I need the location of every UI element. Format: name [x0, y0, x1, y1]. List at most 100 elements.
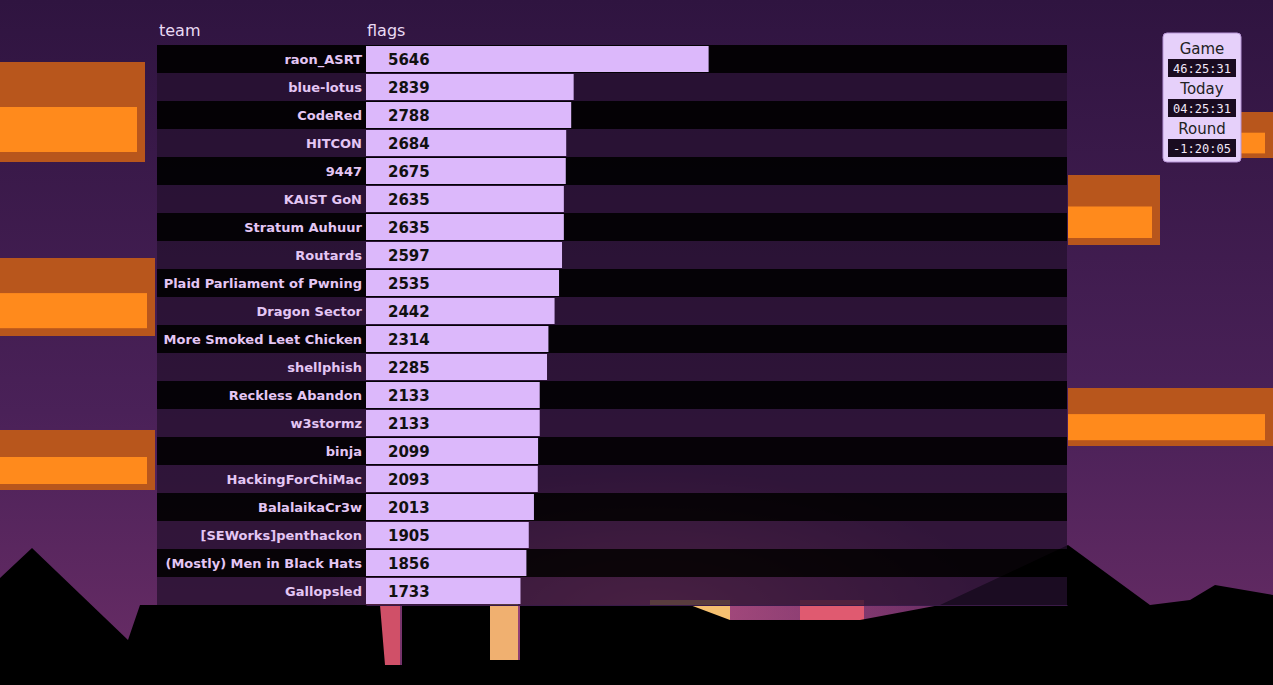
data-label: 2788 — [388, 107, 430, 125]
row-background — [157, 129, 1067, 157]
team-label: Routards — [295, 248, 362, 263]
team-label: blue-lotus — [288, 80, 362, 95]
cloud — [1068, 207, 1152, 239]
cloud-edge — [1068, 175, 1160, 245]
team-label: KAIST GoN — [284, 192, 362, 207]
row-background — [157, 101, 1067, 129]
clock-panel: Game46:25:31Today04:25:31Round-1:20:05 — [1163, 33, 1241, 162]
data-label: 2839 — [388, 79, 430, 97]
cloud-edge — [1240, 112, 1273, 158]
row-background — [157, 549, 1067, 577]
row-background — [157, 437, 1067, 465]
data-label: 2099 — [388, 443, 430, 461]
bar — [366, 242, 562, 268]
sky — [0, 0, 1273, 685]
bars — [366, 46, 709, 604]
team-label: Plaid Parliament of Pwning — [164, 276, 362, 291]
row-background — [157, 185, 1067, 213]
cloud-edge — [0, 258, 155, 336]
team-label: binja — [326, 444, 362, 459]
cloud-edge — [0, 62, 145, 162]
axis-line — [367, 605, 1068, 606]
row-background — [157, 353, 1067, 381]
data-label: 2093 — [388, 471, 430, 489]
clock-label: Game — [1180, 40, 1225, 58]
data-label: 2635 — [388, 191, 430, 209]
row-background — [157, 381, 1067, 409]
clock-label: Today — [1179, 80, 1224, 98]
scoreboard: raon_ASRTblue-lotusCodeRedHITCON9447KAIS… — [0, 0, 1273, 685]
bar — [366, 130, 566, 156]
bar — [366, 550, 526, 576]
bar — [366, 46, 709, 72]
bar — [366, 74, 574, 100]
row-background — [157, 241, 1067, 269]
row-background — [157, 73, 1067, 101]
bar — [366, 466, 538, 492]
bar — [366, 382, 540, 408]
row-background — [157, 297, 1067, 325]
team-labels: raon_ASRTblue-lotusCodeRedHITCON9447KAIS… — [164, 52, 363, 599]
row-background — [157, 521, 1067, 549]
data-label: 2314 — [388, 331, 430, 349]
team-label: More Smoked Leet Chicken — [164, 332, 362, 347]
team-label: 9447 — [326, 164, 362, 179]
data-label: 2013 — [388, 499, 430, 517]
team-label: raon_ASRT — [284, 52, 362, 68]
column-header: flags — [367, 21, 405, 40]
data-labels: 5646283927882684267526352635259725352442… — [388, 51, 430, 601]
row-background — [157, 213, 1067, 241]
row-background — [157, 45, 1067, 73]
bar — [366, 298, 555, 324]
data-label: 2442 — [388, 303, 430, 321]
data-label: 1733 — [388, 583, 430, 601]
cloud — [0, 293, 147, 328]
data-label: 1905 — [388, 527, 430, 545]
bar — [366, 494, 534, 520]
data-label: 5646 — [388, 51, 430, 69]
row-background — [157, 269, 1067, 297]
team-label: (Mostly) Men in Black Hats — [165, 556, 362, 571]
cloud — [0, 107, 137, 152]
data-label: 2597 — [388, 247, 430, 265]
bar — [366, 522, 529, 548]
row-background — [157, 465, 1067, 493]
clock-value: -1:20:05 — [1173, 142, 1231, 156]
skyline — [0, 545, 1273, 685]
light-beam — [490, 600, 518, 670]
bar — [366, 270, 559, 296]
bar — [366, 410, 540, 436]
team-label: HITCON — [306, 136, 362, 151]
data-label: 2133 — [388, 387, 430, 405]
data-label: 2133 — [388, 415, 430, 433]
bar — [366, 354, 547, 380]
cloud — [0, 457, 147, 484]
clock-value-bg — [1168, 99, 1236, 117]
rows — [157, 45, 1067, 605]
team-label: shellphish — [287, 360, 362, 375]
data-label: 2285 — [388, 359, 430, 377]
team-label: HackingForChiMac — [227, 472, 362, 487]
cloud — [1068, 414, 1265, 440]
row-background — [157, 577, 1067, 605]
cloud-edge — [0, 430, 155, 490]
clock-value-bg — [1168, 59, 1236, 77]
clock-value-bg — [1168, 139, 1236, 157]
clock-panel-bg — [1163, 33, 1241, 162]
clouds — [0, 62, 1273, 490]
team-label: [SEWorks]penthackon — [200, 528, 362, 543]
row-background — [157, 493, 1067, 521]
data-label: 2535 — [388, 275, 430, 293]
bar — [366, 326, 548, 352]
team-label: Stratum Auhuur — [244, 220, 362, 235]
clock-value: 46:25:31 — [1173, 62, 1231, 76]
data-label: 2675 — [388, 163, 430, 181]
bar — [366, 102, 571, 128]
bar — [366, 186, 564, 212]
bar — [366, 214, 564, 240]
column-header: team — [159, 21, 201, 40]
team-label: Gallopsled — [285, 584, 362, 599]
row-background — [157, 325, 1067, 353]
x-axis — [367, 605, 1068, 606]
clock-value: 04:25:31 — [1173, 102, 1231, 116]
